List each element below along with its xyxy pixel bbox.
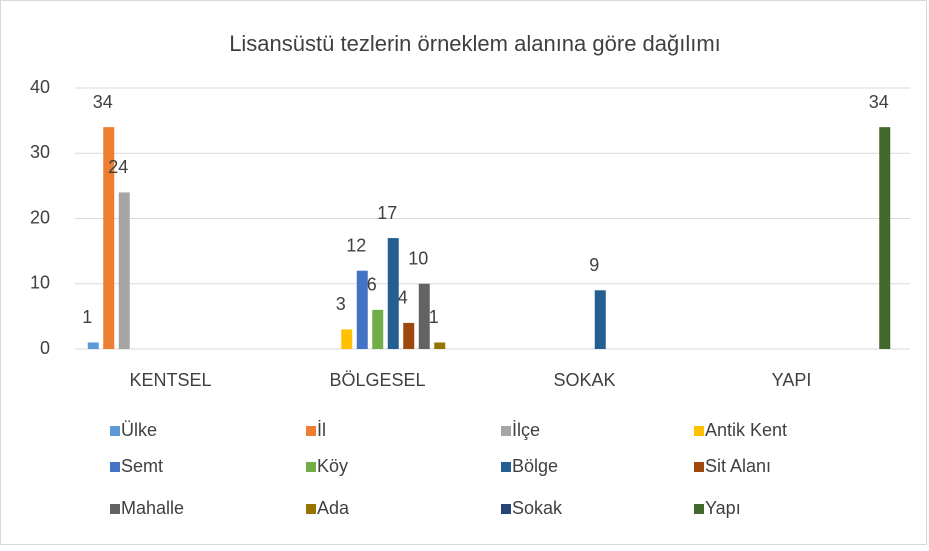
bar bbox=[356, 270, 368, 349]
legend-label: Ülke bbox=[121, 420, 157, 440]
legend-label: Sit Alanı bbox=[705, 456, 771, 476]
x-tick-label: BÖLGESEL bbox=[329, 370, 425, 390]
bar bbox=[434, 342, 446, 349]
x-tick-label: KENTSEL bbox=[129, 370, 211, 390]
data-label: 34 bbox=[869, 92, 889, 112]
bar bbox=[103, 127, 115, 350]
legend-swatch bbox=[694, 426, 704, 436]
data-label: 17 bbox=[377, 203, 397, 223]
bar bbox=[87, 342, 99, 349]
data-label: 12 bbox=[346, 235, 366, 255]
bar bbox=[372, 309, 384, 349]
data-label: 34 bbox=[93, 92, 113, 112]
data-label: 4 bbox=[398, 288, 408, 308]
legend-swatch bbox=[110, 504, 120, 514]
legend-swatch bbox=[501, 504, 511, 514]
legend-label: Köy bbox=[317, 456, 348, 476]
data-label: 6 bbox=[367, 275, 377, 295]
legend-swatch bbox=[306, 426, 316, 436]
bar bbox=[594, 290, 606, 349]
legend-swatch bbox=[694, 462, 704, 472]
data-label: 3 bbox=[336, 294, 346, 314]
legend-label: Ada bbox=[317, 498, 350, 518]
data-label: 1 bbox=[429, 307, 439, 327]
y-tick-label: 20 bbox=[30, 207, 50, 227]
data-label: 24 bbox=[108, 157, 128, 177]
x-tick-label: YAPI bbox=[772, 370, 812, 390]
data-label: 1 bbox=[82, 307, 92, 327]
y-tick-label: 30 bbox=[30, 142, 50, 162]
data-label: 10 bbox=[408, 249, 428, 269]
legend-label: Yapı bbox=[705, 498, 741, 518]
legend-label: Sokak bbox=[512, 498, 563, 518]
chart-title: Lisansüstü tezlerin örneklem alanına gör… bbox=[229, 31, 721, 56]
y-tick-label: 0 bbox=[40, 338, 50, 358]
legend-swatch bbox=[306, 504, 316, 514]
bar bbox=[341, 329, 353, 349]
y-tick-label: 10 bbox=[30, 273, 50, 293]
x-tick-label: SOKAK bbox=[553, 370, 615, 390]
bar bbox=[387, 238, 399, 349]
legend-swatch bbox=[110, 426, 120, 436]
y-tick-label: 40 bbox=[30, 77, 50, 97]
legend-label: Bölge bbox=[512, 456, 558, 476]
legend-swatch bbox=[110, 462, 120, 472]
legend-label: Semt bbox=[121, 456, 163, 476]
bar bbox=[403, 322, 415, 349]
legend-swatch bbox=[501, 426, 511, 436]
bar bbox=[118, 192, 130, 349]
bar bbox=[418, 283, 430, 349]
data-label: 9 bbox=[589, 255, 599, 275]
legend-swatch bbox=[501, 462, 511, 472]
legend-swatch bbox=[694, 504, 704, 514]
legend-label: İlçe bbox=[512, 420, 540, 440]
legend-label: İl bbox=[317, 420, 326, 440]
legend-label: Mahalle bbox=[121, 498, 184, 518]
legend-swatch bbox=[306, 462, 316, 472]
bar bbox=[879, 127, 891, 350]
legend-label: Antik Kent bbox=[705, 420, 787, 440]
